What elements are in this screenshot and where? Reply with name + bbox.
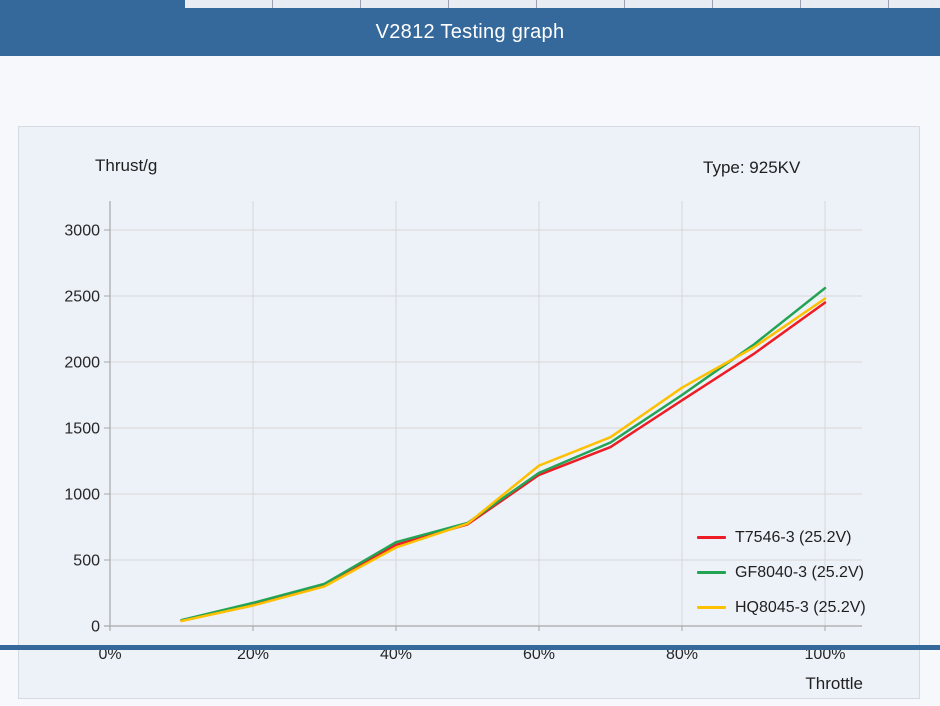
spreadsheet-column-borders	[185, 0, 940, 8]
series-line-1	[180, 286, 827, 622]
y-tick-label: 2000	[64, 355, 100, 372]
legend-label: HQ8045-3 (25.2V)	[735, 598, 866, 616]
legend-line-swatch	[697, 536, 726, 539]
spreadsheet-top-strip	[0, 0, 940, 8]
title-bar: V2812 Testing graph	[0, 8, 940, 56]
legend-item: T7546-3 (25.2V)	[697, 520, 866, 555]
bottom-bar	[0, 645, 940, 650]
series-line-0	[180, 301, 827, 622]
y-tick-label: 1000	[64, 487, 100, 504]
y-tick-label: 3000	[64, 223, 100, 240]
legend-label: T7546-3 (25.2V)	[735, 528, 852, 546]
top-strip-blue-corner	[0, 0, 185, 8]
y-axis-title: Thrust/g	[95, 156, 158, 175]
legend-item: GF8040-3 (25.2V)	[697, 555, 866, 590]
legend-label: GF8040-3 (25.2V)	[735, 563, 864, 581]
motor-type-label: Type: 925KV	[703, 158, 801, 177]
y-tick-label: 2500	[64, 289, 100, 306]
series-line-2	[180, 297, 827, 623]
legend-line-swatch	[697, 571, 726, 574]
legend: T7546-3 (25.2V) GF8040-3 (25.2V) HQ8045-3 …	[697, 520, 866, 625]
chart-panel	[18, 126, 920, 699]
x-axis-title: Throttle	[805, 674, 863, 693]
legend-line-swatch	[697, 606, 726, 609]
page-title: V2812 Testing graph	[375, 20, 565, 43]
legend-item: HQ8045-3 (25.2V)	[697, 590, 866, 625]
y-tick-label: 500	[73, 553, 100, 570]
y-tick-label: 0	[91, 619, 100, 636]
y-tick-label: 1500	[64, 421, 100, 438]
content-area: 0 500 1000 1500 2000 2500 3000 0% 20% 40% 60% 80% 10…	[0, 56, 940, 699]
